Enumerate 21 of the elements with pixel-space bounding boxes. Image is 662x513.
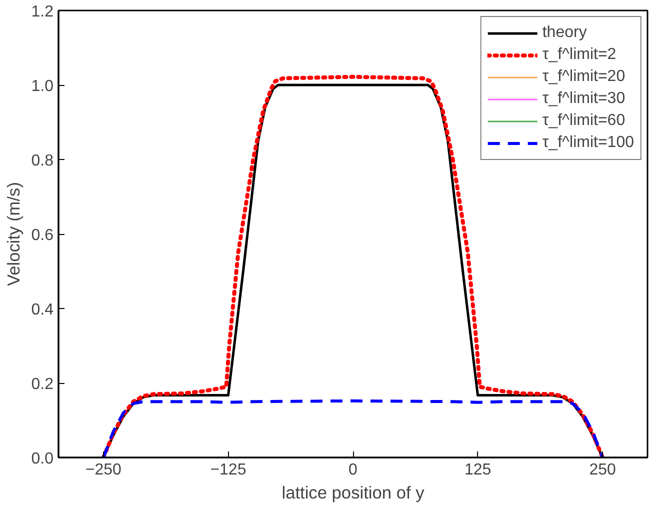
y-tick-label: 0.6 — [31, 227, 54, 244]
y-tick-label: 1.2 — [31, 4, 54, 20]
legend-label: theory — [542, 24, 587, 42]
y-tick-label: 1.0 — [31, 78, 54, 95]
y-tick-label: 0.8 — [31, 152, 54, 170]
legend-label: τ_f^limit=100 — [542, 134, 634, 152]
x-tick-label: 250 — [589, 462, 616, 478]
line-series — [102, 399, 604, 458]
y-axis-title: Velocity (m/s) — [3, 182, 24, 286]
legend-label: τ_f^limit=2 — [542, 46, 616, 64]
y-tick-label: 0.4 — [31, 302, 54, 318]
legend-label: τ_f^limit=30 — [542, 90, 626, 108]
x-tick-label: −250 — [85, 462, 122, 478]
x-tick-label: 125 — [464, 462, 492, 478]
y-tick-label: 0.0 — [31, 450, 54, 468]
x-tick-label: −125 — [210, 462, 246, 478]
legend-label: τ_f^limit=60 — [542, 112, 626, 130]
y-tick-label: 0.2 — [31, 376, 54, 393]
x-axis-title: lattice position of y — [282, 482, 425, 502]
legend-label: τ_f^limit=20 — [542, 68, 626, 86]
x-tick-label: 0 — [348, 462, 358, 478]
